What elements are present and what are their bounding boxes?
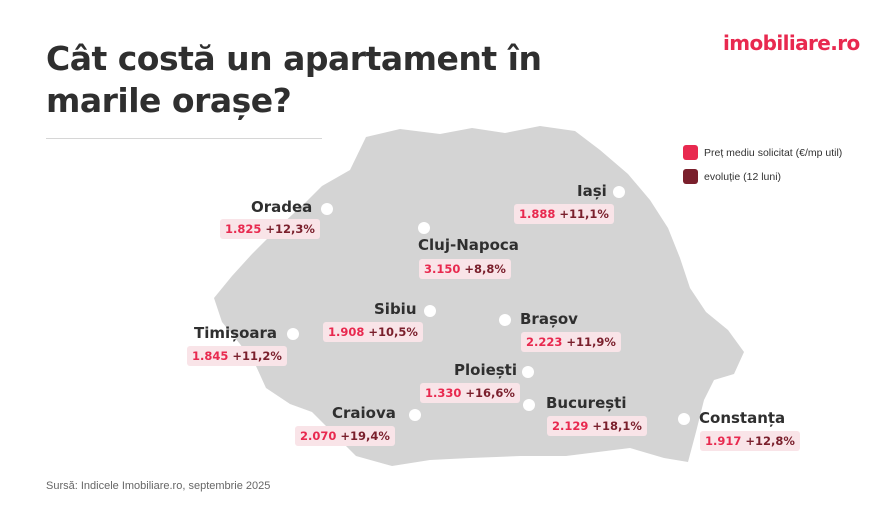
- city-stats: 1.845 +11,2%: [187, 346, 287, 366]
- city-stats: 3.150 +8,8%: [419, 259, 511, 279]
- legend-label-price: Preț mediu solicitat (€/mp util): [704, 146, 843, 159]
- city-stats: 1.888 +11,1%: [514, 204, 614, 224]
- city-evolution: +11,2%: [232, 349, 282, 363]
- romania-shape: [214, 126, 744, 466]
- city-stats: 2.129 +18,1%: [547, 416, 647, 436]
- legend-item-price: Preț mediu solicitat (€/mp util): [683, 145, 842, 160]
- city-name: Constanța: [699, 409, 786, 427]
- city-marker: [409, 409, 421, 421]
- legend-item-evolution: evoluție (12 luni): [683, 169, 842, 184]
- city-evolution: +18,1%: [592, 419, 642, 433]
- city-name: Oradea: [251, 198, 313, 216]
- city-price: 2.070: [300, 429, 337, 443]
- city-price: 1.908: [328, 325, 365, 339]
- city-name: Cluj-Napoca: [418, 236, 519, 254]
- legend-swatch-evolution: [683, 169, 698, 184]
- city-evolution: +8,8%: [464, 262, 506, 276]
- legend: Preț mediu solicitat (€/mp util) evoluți…: [683, 145, 842, 193]
- city-marker: [321, 203, 333, 215]
- city-marker: [287, 328, 299, 340]
- city-price: 1.845: [192, 349, 229, 363]
- city-marker: [522, 366, 534, 378]
- city-price: 1.917: [705, 434, 742, 448]
- city-marker: [424, 305, 436, 317]
- city-stats: 1.330 +16,6%: [420, 383, 520, 403]
- city-marker: [678, 413, 690, 425]
- city-evolution: +19,4%: [340, 429, 390, 443]
- city-price: 2.223: [526, 335, 563, 349]
- city-stats: 1.908 +10,5%: [323, 322, 423, 342]
- title-line-1: Cât costă un apartament în: [46, 39, 542, 78]
- city-marker: [499, 314, 511, 326]
- city-price: 2.129: [552, 419, 589, 433]
- city-marker: [418, 222, 430, 234]
- city-name: Timișoara: [194, 324, 278, 342]
- city-evolution: +16,6%: [465, 386, 515, 400]
- city-name: Ploiești: [454, 361, 517, 379]
- city-stats: 1.917 +12,8%: [700, 431, 800, 451]
- city-name: Sibiu: [374, 300, 417, 318]
- city-evolution: +10,5%: [368, 325, 418, 339]
- city-evolution: +11,9%: [566, 335, 616, 349]
- city-marker: [613, 186, 625, 198]
- city-evolution: +12,8%: [745, 434, 795, 448]
- city-price: 1.330: [425, 386, 462, 400]
- city-price: 1.888: [519, 207, 556, 221]
- city-stats: 2.070 +19,4%: [295, 426, 395, 446]
- legend-label-evolution: evoluție (12 luni): [704, 170, 782, 183]
- city-stats: 1.825 +12,3%: [220, 219, 320, 239]
- city-marker: [523, 399, 535, 411]
- title-divider: [46, 138, 322, 139]
- page-title: Cât costă un apartament în marile orașe?: [46, 38, 542, 122]
- city-price: 1.825: [225, 222, 262, 236]
- city-evolution: +11,1%: [559, 207, 609, 221]
- source-note: Sursă: Indicele Imobiliare.ro, septembri…: [46, 480, 271, 492]
- city-name: Iași: [577, 182, 607, 200]
- city-name: București: [546, 394, 627, 412]
- legend-swatch-price: [683, 145, 698, 160]
- city-stats: 2.223 +11,9%: [521, 332, 621, 352]
- city-name: Craiova: [332, 404, 396, 422]
- title-line-2: marile orașe?: [46, 81, 292, 120]
- imobiliare-logo[interactable]: imobiliare.ro: [723, 31, 860, 55]
- city-price: 3.150: [424, 262, 461, 276]
- city-name: Brașov: [520, 310, 578, 328]
- city-evolution: +12,3%: [265, 222, 315, 236]
